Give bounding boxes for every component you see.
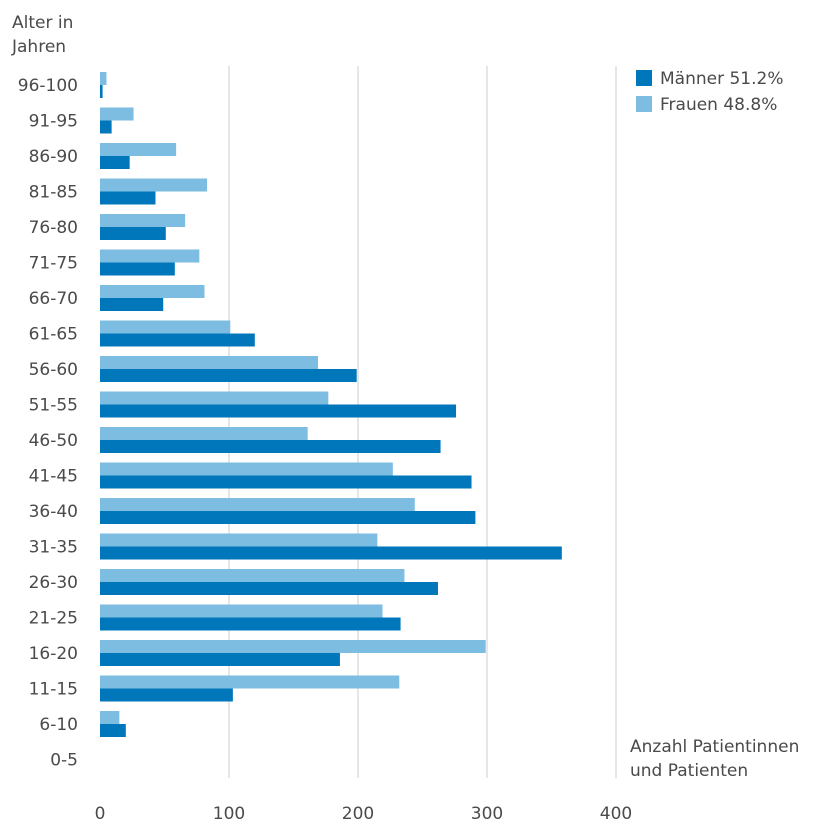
category-label: 76-80 [29, 218, 78, 238]
bar-frauen-51-55 [100, 391, 329, 405]
bar-frauen-66-70 [100, 285, 205, 298]
bar-frauen-56-60 [100, 356, 319, 369]
bar-frauen-81-85 [100, 178, 208, 192]
bar-maenner-6-10 [100, 724, 126, 737]
x-axis-label-line2: und Patienten [630, 761, 748, 781]
bar-frauen-26-30 [100, 569, 405, 582]
x-tick-label: 300 [471, 804, 503, 823]
bar-maenner-21-25 [100, 617, 401, 631]
category-label: 11-15 [29, 680, 78, 700]
category-label: 36-40 [29, 502, 78, 522]
category-label: 61-65 [29, 325, 78, 345]
category-label: 96-100 [18, 76, 78, 96]
bar-frauen-96-100 [100, 72, 107, 85]
bar-frauen-31-35 [100, 533, 378, 547]
legend: Männer 51.2% Frauen 48.8% [636, 69, 784, 115]
category-label: 0-5 [50, 751, 78, 771]
bar-maenner-31-35 [100, 546, 562, 560]
legend-label: Männer 51.2% [660, 69, 784, 89]
bar-maenner-71-75 [100, 262, 175, 276]
bar-frauen-91-95 [100, 107, 134, 121]
bar-frauen-21-25 [100, 604, 383, 618]
x-tick-label: 400 [600, 804, 632, 823]
legend-swatch [636, 96, 652, 112]
bar-frauen-36-40 [100, 498, 415, 511]
category-label: 6-10 [39, 715, 78, 735]
bar-maenner-66-70 [100, 298, 164, 311]
bar-maenner-56-60 [100, 369, 357, 382]
bar-maenner-61-65 [100, 333, 255, 347]
bar-maenner-41-45 [100, 475, 472, 489]
bar-maenner-46-50 [100, 440, 441, 453]
category-label: 41-45 [29, 467, 78, 487]
gridlines [228, 66, 617, 778]
bar-maenner-91-95 [100, 120, 112, 134]
bar-maenner-16-20 [100, 653, 340, 666]
category-label: 91-95 [29, 112, 78, 132]
category-label: 71-75 [29, 254, 78, 274]
y-axis-label-line2: Jahren [11, 37, 66, 57]
bar-maenner-76-80 [100, 227, 166, 240]
bar-maenner-96-100 [100, 85, 103, 98]
category-label: 51-55 [29, 396, 78, 416]
bar-frauen-76-80 [100, 214, 186, 227]
x-axis-label-line1: Anzahl Patientinnen [630, 737, 799, 757]
bar-maenner-36-40 [100, 511, 476, 524]
bars [100, 72, 562, 737]
x-tick-label: 200 [342, 804, 374, 823]
category-label: 56-60 [29, 360, 78, 380]
bar-maenner-51-55 [100, 404, 457, 418]
bar-maenner-86-90 [100, 156, 130, 169]
category-label: 31-35 [29, 538, 78, 558]
legend-swatch [636, 70, 652, 86]
bar-frauen-6-10 [100, 711, 120, 724]
category-label: 86-90 [29, 147, 78, 167]
x-tick-label: 100 [213, 804, 245, 823]
bar-frauen-71-75 [100, 249, 200, 263]
bar-frauen-16-20 [100, 640, 486, 653]
legend-label: Frauen 48.8% [660, 95, 777, 115]
category-labels: 96-100 91-95 86-90 81-85 76-80 71-75 66-70 61-6… [18, 76, 78, 771]
bar-maenner-26-30 [100, 582, 438, 595]
category-label: 66-70 [29, 289, 78, 309]
category-label: 81-85 [29, 183, 78, 203]
bar-frauen-41-45 [100, 462, 393, 476]
category-label: 21-25 [29, 609, 78, 629]
category-label: 46-50 [29, 431, 78, 451]
y-axis-label-line1: Alter in [12, 13, 73, 33]
bar-maenner-11-15 [100, 688, 233, 702]
category-label: 16-20 [29, 644, 78, 664]
bar-maenner-81-85 [100, 191, 156, 205]
bar-frauen-11-15 [100, 675, 400, 689]
x-tick-label: 0 [95, 804, 106, 823]
x-tick-labels: 0 100 200 300 400 [95, 804, 633, 823]
bar-frauen-61-65 [100, 320, 231, 334]
bar-frauen-46-50 [100, 427, 308, 440]
bar-frauen-86-90 [100, 143, 177, 156]
category-label: 26-30 [29, 573, 78, 593]
